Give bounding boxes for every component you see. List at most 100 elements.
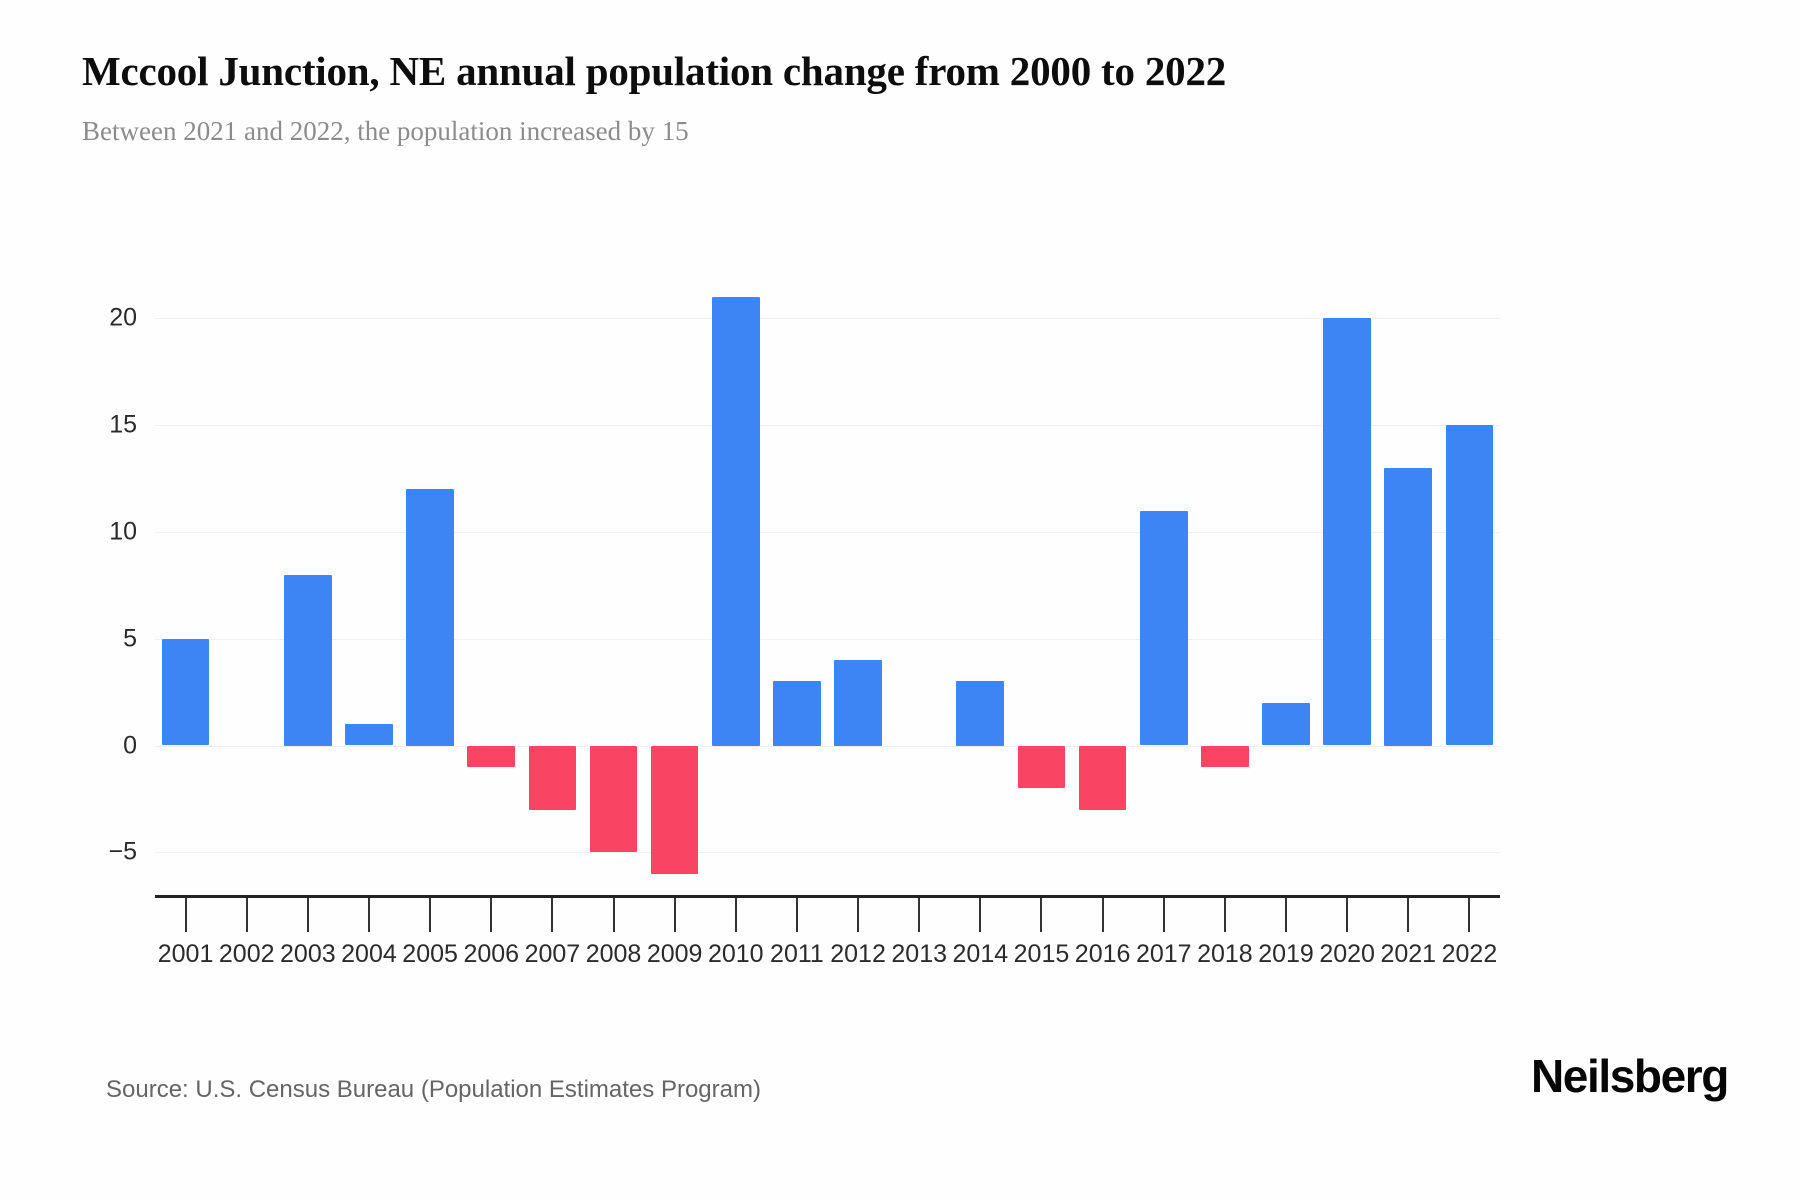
chart-subtitle: Between 2021 and 2022, the population in… bbox=[82, 116, 689, 147]
bar-slot-2011[interactable] bbox=[766, 265, 827, 895]
bar-2004[interactable] bbox=[345, 724, 393, 746]
x-axis-label-2010: 2010 bbox=[707, 940, 764, 968]
y-axis-tick-label: 15 bbox=[109, 410, 137, 439]
bar-slot-2019[interactable] bbox=[1255, 265, 1316, 895]
gridline-20 bbox=[155, 318, 1500, 320]
x-axis-tick-2002 bbox=[245, 898, 248, 932]
x-axis-label-2013: 2013 bbox=[891, 940, 948, 968]
bar-slot-2022[interactable] bbox=[1439, 265, 1500, 895]
bar-2011[interactable] bbox=[773, 681, 821, 746]
x-axis-tick-2015 bbox=[1040, 898, 1043, 932]
bar-slot-2015[interactable] bbox=[1011, 265, 1072, 895]
bar-slot-2013[interactable] bbox=[889, 265, 950, 895]
page-title: Mccool Junction, NE annual population ch… bbox=[82, 48, 1227, 94]
x-axis-tick-2020 bbox=[1346, 898, 1349, 932]
bar-2001[interactable] bbox=[161, 638, 210, 746]
x-axis-tick-2004 bbox=[367, 898, 370, 932]
gridline-10 bbox=[155, 531, 1500, 533]
x-axis-tick-2017 bbox=[1162, 898, 1165, 932]
x-axis-labels: 2001 2002 2003 2004 2005 2006 2007 2008 2009 2010… bbox=[155, 940, 1500, 980]
bar-2021[interactable] bbox=[1384, 467, 1433, 746]
bar-slot-2010[interactable] bbox=[705, 265, 766, 895]
x-axis-tick-2016 bbox=[1101, 898, 1104, 932]
x-axis-label-2011: 2011 bbox=[770, 940, 824, 968]
x-axis-label-2001: 2001 bbox=[157, 940, 214, 968]
bar-2005[interactable] bbox=[406, 489, 454, 746]
x-axis-label-2018: 2018 bbox=[1197, 940, 1253, 968]
x-axis-tick-2007 bbox=[551, 898, 554, 932]
bar-slot-2018[interactable] bbox=[1194, 265, 1255, 895]
bar-2008[interactable] bbox=[589, 745, 638, 853]
x-axis-label-2004: 2004 bbox=[341, 940, 397, 968]
y-axis-tick-label: 5 bbox=[123, 624, 137, 653]
bar-slot-2003[interactable] bbox=[277, 265, 338, 895]
x-axis-label-2003: 2003 bbox=[280, 940, 336, 968]
bar-slot-2007[interactable] bbox=[522, 265, 583, 895]
x-axis-ticks bbox=[155, 898, 1500, 932]
x-axis-label-2022: 2022 bbox=[1441, 940, 1498, 968]
bar-slot-2006[interactable] bbox=[461, 265, 522, 895]
bar-2003[interactable] bbox=[283, 574, 332, 746]
x-axis-tick-2001 bbox=[184, 898, 187, 932]
bar-slot-2021[interactable] bbox=[1378, 265, 1439, 895]
bar-slot-2012[interactable] bbox=[828, 265, 889, 895]
bar-series bbox=[155, 265, 1500, 895]
bar-slot-2008[interactable] bbox=[583, 265, 644, 895]
y-axis-tick-label: 0 bbox=[123, 731, 137, 759]
x-axis-tick-2006 bbox=[490, 898, 493, 932]
bar-slot-2017[interactable] bbox=[1133, 265, 1194, 895]
gridline-0 bbox=[155, 745, 1500, 747]
bar-slot-2004[interactable] bbox=[338, 265, 399, 895]
bar-2009[interactable] bbox=[650, 745, 699, 874]
x-axis-tick-2011 bbox=[795, 898, 798, 932]
x-axis-label-2005: 2005 bbox=[402, 940, 458, 968]
x-axis-label-2014: 2014 bbox=[952, 940, 1009, 968]
bar-2020[interactable] bbox=[1323, 318, 1371, 746]
bar-slot-2005[interactable] bbox=[400, 265, 461, 895]
x-axis-tick-2013 bbox=[918, 898, 921, 932]
bar-2012[interactable] bbox=[834, 660, 882, 746]
bar-2017[interactable] bbox=[1139, 510, 1188, 746]
x-axis-label-2017: 2017 bbox=[1135, 940, 1192, 968]
x-axis-label-2020: 2020 bbox=[1319, 940, 1375, 968]
gridline-5 bbox=[155, 638, 1500, 640]
bar-slot-2016[interactable] bbox=[1072, 265, 1133, 895]
x-axis-tick-2003 bbox=[306, 898, 309, 932]
y-axis-tick-label: −5 bbox=[108, 837, 137, 866]
x-axis-tick-2018 bbox=[1223, 898, 1226, 932]
x-axis-tick-2014 bbox=[979, 898, 982, 932]
x-axis-label-2006: 2006 bbox=[463, 940, 520, 968]
neilsberg-logo: Neilsberg bbox=[1530, 1050, 1729, 1102]
x-axis-label-2015: 2015 bbox=[1013, 940, 1070, 968]
bar-2016[interactable] bbox=[1078, 745, 1127, 810]
bar-slot-2014[interactable] bbox=[950, 265, 1011, 895]
x-axis-tick-2010 bbox=[734, 898, 737, 932]
x-axis-label-2019: 2019 bbox=[1258, 940, 1314, 968]
x-axis-label-2012: 2012 bbox=[830, 940, 886, 968]
bar-2019[interactable] bbox=[1262, 702, 1310, 746]
bar-2022[interactable] bbox=[1445, 425, 1494, 746]
bar-2015[interactable] bbox=[1017, 745, 1066, 789]
source-attribution: Source: U.S. Census Bureau (Population E… bbox=[106, 1076, 761, 1103]
bar-2018[interactable] bbox=[1201, 745, 1249, 767]
y-axis-tick-label: 10 bbox=[109, 517, 137, 546]
x-axis-tick-2021 bbox=[1407, 898, 1410, 932]
bar-slot-2009[interactable] bbox=[644, 265, 705, 895]
bar-2006[interactable] bbox=[467, 745, 516, 767]
x-axis-tick-2012 bbox=[857, 898, 860, 932]
bar-2014[interactable] bbox=[956, 681, 1005, 746]
bar-2007[interactable] bbox=[528, 745, 577, 810]
x-axis-tick-2009 bbox=[673, 898, 676, 932]
x-axis-label-2007: 2007 bbox=[524, 940, 581, 968]
x-axis-label-2002: 2002 bbox=[218, 940, 275, 968]
bar-2010[interactable] bbox=[711, 297, 760, 746]
x-axis-tick-2008 bbox=[612, 898, 615, 932]
gridline-15 bbox=[155, 425, 1500, 427]
bar-slot-2002[interactable] bbox=[216, 265, 277, 895]
x-axis-label-2009: 2009 bbox=[646, 940, 703, 968]
chart-header: Mccool Junction, NE annual population ch… bbox=[82, 48, 1722, 148]
bar-slot-2001[interactable] bbox=[155, 265, 216, 895]
x-axis-tick-2005 bbox=[429, 898, 432, 932]
bar-slot-2020[interactable] bbox=[1317, 265, 1378, 895]
